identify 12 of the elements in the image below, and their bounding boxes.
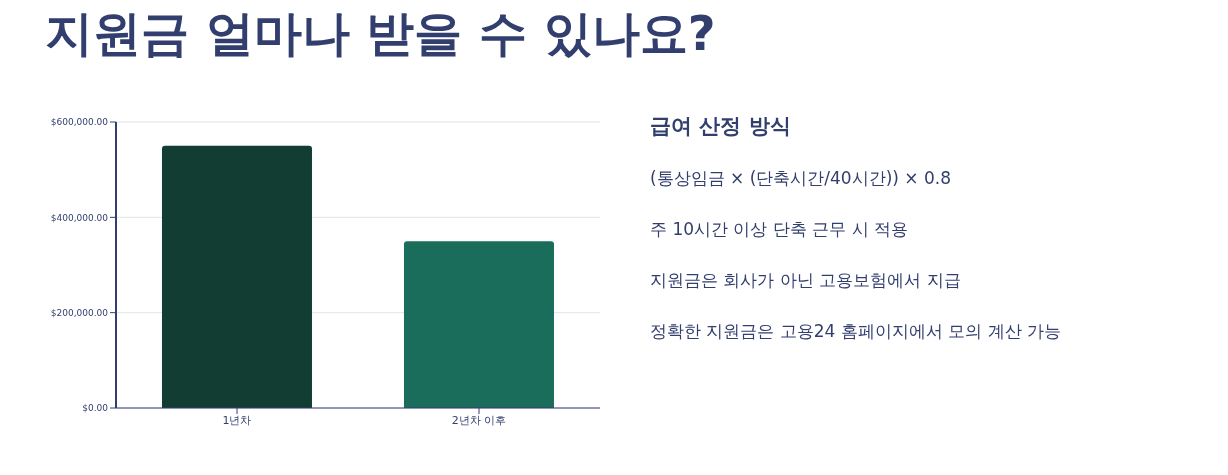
y-tick-label: $0.00 <box>82 403 109 414</box>
y-tick-label: $200,000.00 <box>50 307 109 318</box>
chart-title: 지원금 얼마나 받을 수 있나요? <box>45 4 716 63</box>
text: 급여 산정 방식 <box>650 113 792 140</box>
y-tick-label: $400,000.00 <box>50 212 109 223</box>
text: 지원금은 회사가 아닌 고용보험에서 지급 <box>650 269 962 292</box>
text: (통상임금 × (단축시간/40시간)) × 0.8 <box>650 167 953 190</box>
text: 정확한 지원금은 고용24 홈페이지에서 모의 계산 가능 <box>650 320 1063 343</box>
x-tick-label: 1년차 <box>222 413 252 427</box>
text: 주 10시간 이상 단축 근무 시 적용 <box>650 218 910 241</box>
y-tick-label: $600,000.00 <box>50 117 109 128</box>
x-tick-label: 2년차 이후 <box>451 413 507 427</box>
